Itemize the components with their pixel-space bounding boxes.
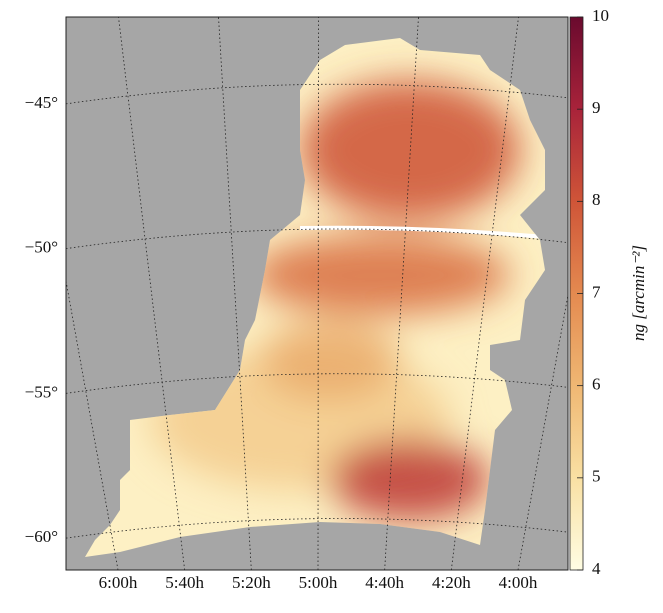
x-tick-label: 6:00h <box>99 573 138 592</box>
colorbar-tick-label: 5 <box>592 467 601 486</box>
plot-frame <box>65 16 569 571</box>
density-regions <box>150 80 520 520</box>
grid-line <box>66 278 119 570</box>
colorbar-tick-label: 6 <box>592 375 601 394</box>
density-region <box>260 320 400 400</box>
colorbar-tick-label: 7 <box>592 282 601 301</box>
colorbar-label: ng [arcmin⁻²] <box>629 245 648 341</box>
grid-line <box>218 17 252 570</box>
colorbar-tick-label: 9 <box>592 98 601 117</box>
density-region <box>250 235 510 315</box>
x-tick-label: 4:00h <box>499 573 538 592</box>
y-tick-label: −55° <box>25 382 58 401</box>
grid-line <box>317 17 319 570</box>
colorbar-tick-label: 10 <box>592 6 609 25</box>
y-tick-label: −50° <box>25 238 58 257</box>
density-region <box>330 440 490 520</box>
colorbar-tick-label: 8 <box>592 190 601 209</box>
y-tick-label: −60° <box>25 527 58 546</box>
colorbar-tick-label: 4 <box>592 559 601 578</box>
x-tick-label: 4:20h <box>432 573 471 592</box>
graticule <box>66 17 568 570</box>
x-tick-label: 5:20h <box>232 573 271 592</box>
y-tick-label: −45° <box>25 93 58 112</box>
grid-line <box>384 17 419 570</box>
grid-line <box>450 17 519 570</box>
x-tick-label: 4:40h <box>365 573 404 592</box>
footprint-gap <box>299 225 545 239</box>
x-tick-label: 5:00h <box>299 573 338 592</box>
x-tick-label: 5:40h <box>165 573 204 592</box>
grid-line <box>118 17 186 570</box>
